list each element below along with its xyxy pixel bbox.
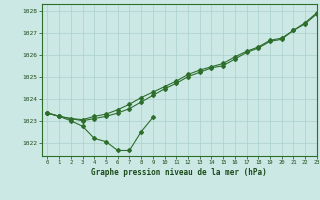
X-axis label: Graphe pression niveau de la mer (hPa): Graphe pression niveau de la mer (hPa)	[91, 168, 267, 177]
